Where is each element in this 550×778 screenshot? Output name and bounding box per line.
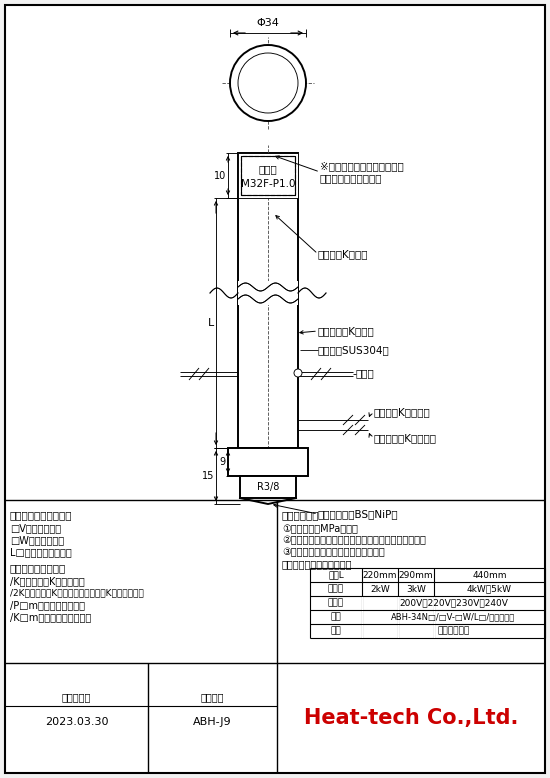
Text: 気体供給口（BS＋NiP）: 気体供給口（BS＋NiP） xyxy=(318,509,399,519)
Text: 熱風ヒーター: 熱風ヒーター xyxy=(437,626,470,636)
Text: 品名: 品名 xyxy=(331,626,342,636)
Bar xyxy=(228,448,308,476)
Text: 290mm: 290mm xyxy=(399,570,433,580)
Text: 発熱体温度K熱電対線: 発熱体温度K熱電対線 xyxy=(373,433,436,443)
Text: 型式: 型式 xyxy=(331,612,342,622)
Bar xyxy=(361,611,362,623)
Text: 管長L: 管長L xyxy=(328,570,344,580)
Bar xyxy=(241,156,295,195)
Text: /2K　熱風温度K熱電対と発熱体温度K熱電対の追加: /2K 熱風温度K熱電対と発熱体温度K熱電対の追加 xyxy=(10,588,144,597)
Text: 【注意事項】: 【注意事項】 xyxy=(282,510,320,520)
Text: 15: 15 xyxy=(202,471,214,481)
Text: ②供給気体はオイルミスト、水湯を除去して下さい。: ②供給気体はオイルミスト、水湯を除去して下さい。 xyxy=(282,535,426,545)
Text: 3kW: 3kW xyxy=(406,584,426,594)
Text: 220mm: 220mm xyxy=(363,570,397,580)
Text: 【オプション対応】: 【オプション対応】 xyxy=(10,563,66,573)
Bar xyxy=(398,597,399,609)
Bar xyxy=(238,281,298,305)
Bar xyxy=(398,625,399,637)
Text: 【発注時の仕様指定】: 【発注時の仕様指定】 xyxy=(10,510,73,520)
Text: 電源線: 電源線 xyxy=(356,368,375,378)
Text: 熱風温度K熱電対線: 熱風温度K熱電対線 xyxy=(373,407,430,417)
Text: ABH-J9: ABH-J9 xyxy=(193,717,232,727)
Text: □V　電圧の指定: □V 電圧の指定 xyxy=(10,523,61,533)
Bar xyxy=(241,156,295,195)
Text: ABH-34N□/□V-□W/L□/オプション: ABH-34N□/□V-□W/L□/オプション xyxy=(392,612,516,622)
Text: 2kW: 2kW xyxy=(370,584,390,594)
Bar xyxy=(433,625,435,637)
Text: □W　電力の指定: □W 電力の指定 xyxy=(10,535,64,545)
Bar xyxy=(361,597,362,609)
Text: 発熱体温度K熱電対: 発熱体温度K熱電対 xyxy=(318,326,375,336)
Text: 電力Ｗ: 電力Ｗ xyxy=(328,584,344,594)
Text: 10: 10 xyxy=(214,170,226,180)
Text: 200V、220V、230V、240V: 200V、220V、230V、240V xyxy=(399,598,508,608)
Bar xyxy=(433,611,435,623)
Text: ヒーターが焼損します。: ヒーターが焼損します。 xyxy=(282,559,353,569)
Text: Φ34: Φ34 xyxy=(256,18,279,28)
Bar xyxy=(241,156,295,195)
Text: 電圧Ｖ: 電圧Ｖ xyxy=(328,598,344,608)
Text: /K　熱風温度K熱電対追加: /K 熱風温度K熱電対追加 xyxy=(10,576,85,586)
Text: M32F-P1.0: M32F-P1.0 xyxy=(241,179,295,188)
Text: 440mm: 440mm xyxy=(472,570,507,580)
Text: /K□m　熱電対線長の指定: /K□m 熱電対線長の指定 xyxy=(10,612,91,622)
Circle shape xyxy=(230,45,306,121)
Bar xyxy=(238,153,298,448)
Text: ※先端のネジ込み継手金具は: ※先端のネジ込み継手金具は xyxy=(320,161,404,171)
Bar xyxy=(398,611,399,623)
Text: ③低温気体を供給せずに加熱すると、: ③低温気体を供給せずに加熱すると、 xyxy=(282,547,385,557)
Text: R3/8: R3/8 xyxy=(257,482,279,492)
Text: 図面番号: 図面番号 xyxy=(201,692,224,702)
Text: 特注で作成致します。: 特注で作成致します。 xyxy=(320,173,382,183)
Text: /P□m　電源線長の指定: /P□m 電源線長の指定 xyxy=(10,600,85,610)
Text: 4kW，5kW: 4kW，5kW xyxy=(467,584,512,594)
Text: 製図年月日: 製図年月日 xyxy=(62,692,91,702)
Text: L: L xyxy=(208,318,214,328)
Bar xyxy=(433,597,435,609)
Text: ①耐圧０．４MPaです。: ①耐圧０．４MPaです。 xyxy=(282,523,358,533)
Circle shape xyxy=(294,369,302,377)
Text: Heat-tech Co.,Ltd.: Heat-tech Co.,Ltd. xyxy=(304,708,518,728)
Text: 9: 9 xyxy=(220,457,226,467)
Bar xyxy=(238,153,298,198)
Text: L□　基準管長の指定: L□ 基準管長の指定 xyxy=(10,547,72,557)
Text: 2023.03.30: 2023.03.30 xyxy=(45,717,108,727)
Text: 熱風温度K熱電対: 熱風温度K熱電対 xyxy=(318,249,368,259)
Text: 金属管（SUS304）: 金属管（SUS304） xyxy=(318,345,390,355)
Bar xyxy=(361,625,362,637)
Text: 内ネジ: 内ネジ xyxy=(258,163,277,173)
Bar xyxy=(240,476,296,498)
